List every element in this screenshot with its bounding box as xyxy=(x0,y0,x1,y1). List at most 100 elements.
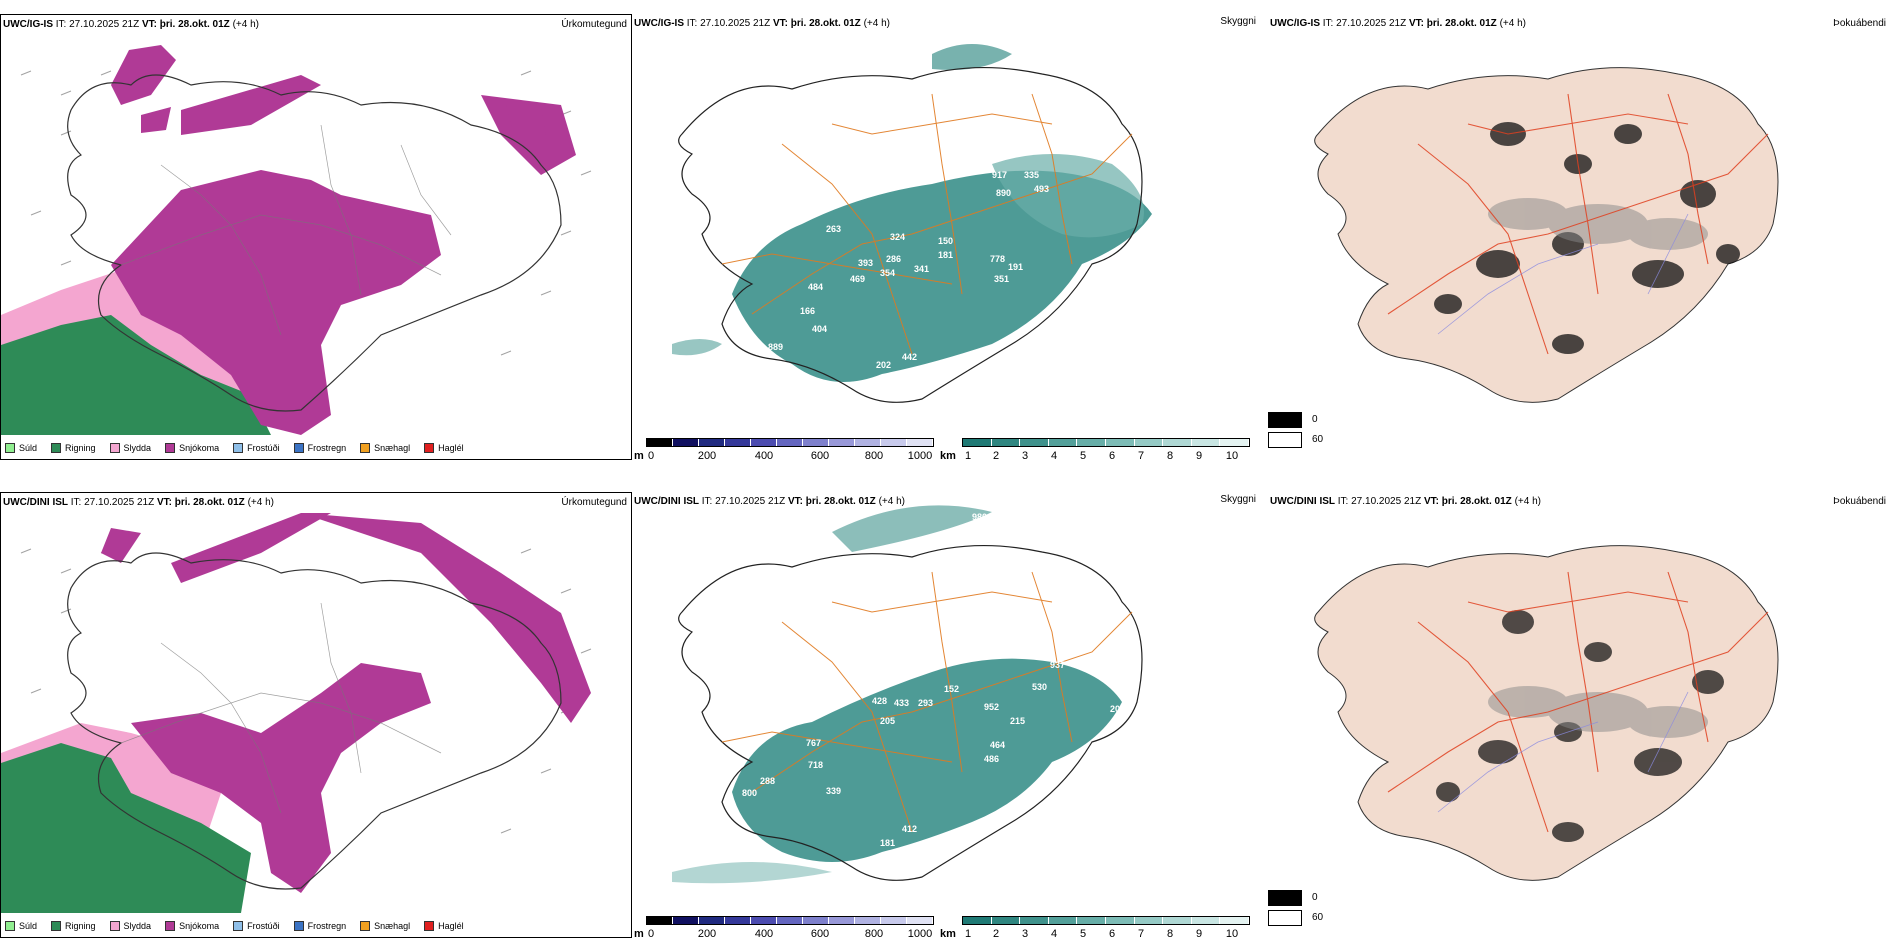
legend-swatch xyxy=(165,443,175,453)
elevation-tick: 600 xyxy=(811,928,829,940)
visibility-label: 536 xyxy=(722,534,737,544)
elevation-unit: m xyxy=(634,928,644,940)
visibility-tick: 10 xyxy=(1226,928,1238,940)
legend-item: Rigning xyxy=(51,921,96,931)
visibility-label: 412 xyxy=(902,824,917,834)
precip-type-panel: UWC/IG-IS IT: 27.10.2025 21Z VT: þri. 28… xyxy=(0,14,632,460)
legend-swatch xyxy=(51,443,61,453)
visibility-label: 263 xyxy=(826,224,841,234)
visibility-label: 341 xyxy=(914,264,929,274)
legend-swatch xyxy=(110,921,120,931)
visibility-label: 191 xyxy=(1008,262,1023,272)
legend-swatch xyxy=(110,443,120,453)
legend-item: Frostregn xyxy=(294,921,347,931)
visibility-tick: 9 xyxy=(1196,450,1202,462)
visibility-label: 293 xyxy=(918,698,933,708)
fog-label: 60 xyxy=(1312,912,1323,923)
visibility-tick: 4 xyxy=(1051,928,1057,940)
legend-item: Snæhagl xyxy=(360,443,410,453)
legend-item: Súld xyxy=(5,921,37,931)
visibility-label: 800 xyxy=(742,788,757,798)
fog-label: 0 xyxy=(1312,414,1318,425)
visibility-label: 767 xyxy=(806,738,821,748)
visibility-label: 889 xyxy=(768,342,783,352)
elevation-tick: 800 xyxy=(865,450,883,462)
elevation-tick: 0 xyxy=(648,928,654,940)
visibility-label: 228 xyxy=(1186,630,1201,640)
legend-swatch xyxy=(165,921,175,931)
legend-item: Snæhagl xyxy=(360,921,410,931)
visibility-label: 209 xyxy=(1110,704,1125,714)
visibility-label: 339 xyxy=(826,786,841,796)
visibility-label: 186 xyxy=(1014,646,1029,656)
visibility-label: 493 xyxy=(1034,184,1049,194)
elevation-tick: 0 xyxy=(648,450,654,462)
visibility-label: 393 xyxy=(858,258,873,268)
visibility-label: 584 xyxy=(984,644,999,654)
visibility-colorbar-bar xyxy=(962,916,1250,925)
legend-item: Slydda xyxy=(110,921,152,931)
visibility-label: 181 xyxy=(938,250,953,260)
fog-map xyxy=(1268,492,1900,938)
visibility-label: 890 xyxy=(996,188,1011,198)
visibility-label: 404 xyxy=(812,324,827,334)
fog-label: 0 xyxy=(1312,892,1318,903)
legend-item: Snjókoma xyxy=(165,443,219,453)
visibility-unit: km xyxy=(940,928,956,940)
visibility-colorbar-bar xyxy=(962,438,1250,447)
fog-indicator-panel: UWC/IG-IS IT: 27.10.2025 21Z VT: þri. 28… xyxy=(1268,14,1900,460)
visibility-label: 484 xyxy=(808,282,823,292)
visibility-tick: 7 xyxy=(1138,928,1144,940)
legend-item: Frostúði xyxy=(233,921,280,931)
visibility-map: 640 52 917 335 493 890 263 324 150 181 7… xyxy=(632,14,1266,460)
visibility-tick: 5 xyxy=(1080,450,1086,462)
visibility-label: 181 xyxy=(880,838,895,848)
visibility-label: 464 xyxy=(990,740,1005,750)
elevation-unit: m xyxy=(634,450,644,462)
visibility-label: 324 xyxy=(890,232,905,242)
legend-swatch xyxy=(5,443,15,453)
visibility-label: 536 xyxy=(900,384,915,394)
visibility-label: 215 xyxy=(1010,716,1025,726)
fog-indicator-panel: UWC/DINI ISL IT: 27.10.2025 21Z VT: þri.… xyxy=(1268,492,1900,938)
visibility-panel: UWC/DINI ISL IT: 27.10.2025 21Z VT: þri.… xyxy=(632,492,1266,938)
visibility-tick: 8 xyxy=(1167,450,1173,462)
precip-map xyxy=(1,15,631,459)
legend-item: Rigning xyxy=(51,443,96,453)
fog-label: 60 xyxy=(1312,434,1323,445)
visibility-label: 640 xyxy=(772,118,787,128)
legend-swatch xyxy=(360,921,370,931)
visibility-label: 286 xyxy=(886,254,901,264)
visibility-tick: 2 xyxy=(993,450,999,462)
legend-item: Frostúði xyxy=(233,443,280,453)
elevation-tick: 1000 xyxy=(908,928,932,940)
visibility-label: 917 xyxy=(992,170,1007,180)
visibility-tick: 2 xyxy=(993,928,999,940)
visibility-label: 166 xyxy=(800,306,815,316)
elevation-tick: 400 xyxy=(755,928,773,940)
legend-swatch xyxy=(233,443,243,453)
visibility-label: 150 xyxy=(938,236,953,246)
elevation-tick: 800 xyxy=(865,928,883,940)
visibility-tick: 9 xyxy=(1196,928,1202,940)
legend-swatch xyxy=(294,921,304,931)
legend-swatch xyxy=(5,921,15,931)
fog-swatch xyxy=(1268,412,1302,428)
visibility-tick: 1 xyxy=(965,928,971,940)
visibility-tick: 6 xyxy=(1109,928,1115,940)
visibility-tick: 4 xyxy=(1051,450,1057,462)
fog-swatch xyxy=(1268,890,1302,906)
visibility-label: 52 xyxy=(756,142,766,152)
elevation-tick: 200 xyxy=(698,450,716,462)
legend-swatch xyxy=(424,921,434,931)
legend-swatch xyxy=(233,921,243,931)
precip-type-panel: UWC/DINI ISL IT: 27.10.2025 21Z VT: þri.… xyxy=(0,492,632,938)
forecast-row-1: UWC/IG-IS IT: 27.10.2025 21Z VT: þri. 28… xyxy=(0,0,1900,470)
visibility-label: 205 xyxy=(880,716,895,726)
visibility-unit: km xyxy=(940,450,956,462)
visibility-label: 928 xyxy=(1000,498,1015,508)
visibility-tick: 8 xyxy=(1167,928,1173,940)
visibility-label: 198 xyxy=(1172,652,1187,662)
visibility-label: 74 xyxy=(782,536,792,546)
legend-item: Haglél xyxy=(424,443,464,453)
